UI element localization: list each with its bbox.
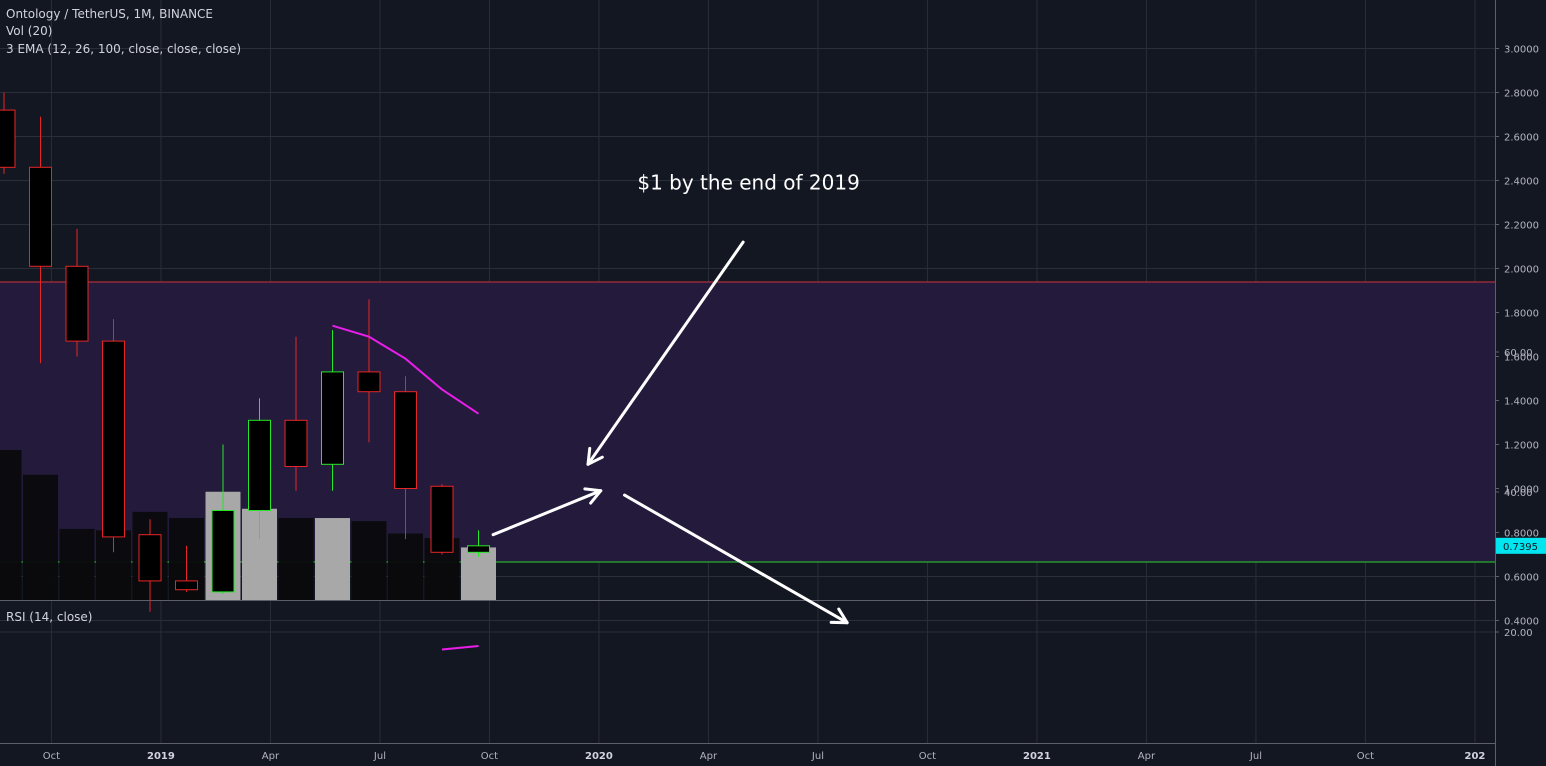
volume-bar xyxy=(315,518,350,600)
rsi-tick-label: 20.00 xyxy=(1504,628,1533,639)
arrow-shaft xyxy=(586,240,745,466)
price-tick-label: 2.2000 xyxy=(1504,221,1539,232)
volume-bar xyxy=(388,533,423,600)
symbol-legend[interactable]: Ontology / TetherUS, 1M, BINANCE xyxy=(6,7,214,21)
candle-body[interactable] xyxy=(65,265,89,342)
arrow-head xyxy=(829,607,849,625)
candle[interactable] xyxy=(248,398,271,540)
ema-line xyxy=(332,324,480,415)
arrow[interactable] xyxy=(623,493,849,625)
ema-polyline xyxy=(332,324,480,415)
volume-legend[interactable]: Vol (20) xyxy=(6,24,53,38)
time-tick-label: Oct xyxy=(481,751,498,762)
price-tick-label: 1.0000 xyxy=(1504,485,1539,496)
rsi-polyline xyxy=(441,645,479,651)
volume-bars xyxy=(0,450,496,600)
time-tick-label: Apr xyxy=(700,751,718,762)
rsi-line xyxy=(441,645,479,651)
candle-body[interactable] xyxy=(357,371,381,393)
price-badge xyxy=(1496,537,1546,554)
time-tick-label: Oct xyxy=(919,751,936,762)
time-tick-label: Jul xyxy=(373,751,386,762)
candle[interactable] xyxy=(467,530,490,557)
volume-bar xyxy=(0,450,22,600)
arrow[interactable] xyxy=(491,487,603,537)
price-tick-label: 0.4000 xyxy=(1504,617,1539,628)
time-tick-label: Jul xyxy=(811,751,824,762)
price-tick-label: 2.0000 xyxy=(1504,265,1539,276)
candle-body[interactable] xyxy=(138,534,162,582)
candle-body[interactable] xyxy=(29,166,52,267)
time-tick-label: Jul xyxy=(1249,751,1262,762)
price-tick-label: 1.4000 xyxy=(1504,397,1539,408)
candle-body[interactable] xyxy=(211,510,235,593)
volume-bar xyxy=(351,521,387,600)
time-tick-label: Oct xyxy=(43,751,60,762)
rsi-tick-label: 60.00 xyxy=(1504,348,1533,359)
candle-body[interactable] xyxy=(430,485,454,553)
price-tick-label: 3.0000 xyxy=(1504,45,1539,56)
time-tick-label: 202 xyxy=(1465,751,1486,762)
time-tick-label: 2020 xyxy=(585,751,613,762)
volume-bar xyxy=(59,528,95,600)
arrow-head xyxy=(583,487,603,505)
candle[interactable] xyxy=(394,376,417,540)
candle[interactable] xyxy=(65,228,89,357)
price-tick-label: 2.6000 xyxy=(1504,133,1539,144)
arrow-shaft xyxy=(623,493,849,625)
rsi-legend[interactable]: RSI (14, close) xyxy=(6,610,93,624)
candle-body[interactable] xyxy=(0,109,16,168)
time-tick-label: Apr xyxy=(262,751,280,762)
arrow-shaft xyxy=(491,489,603,537)
candle-body[interactable] xyxy=(321,371,344,465)
time-tick-label: 2019 xyxy=(147,751,175,762)
arrow[interactable] xyxy=(586,240,745,466)
candle[interactable] xyxy=(138,519,162,612)
candle[interactable] xyxy=(29,116,52,364)
price-tick-label: 0.8000 xyxy=(1504,529,1539,540)
price-tick-label: 2.4000 xyxy=(1504,177,1539,188)
candle[interactable] xyxy=(357,299,381,443)
ema-legend[interactable]: 3 EMA (12, 26, 100, close, close, close) xyxy=(6,42,242,56)
candle-body[interactable] xyxy=(175,580,198,591)
price-tick-label: 1.8000 xyxy=(1504,309,1539,320)
candle-body[interactable] xyxy=(394,391,417,490)
price-tick-label: 2.8000 xyxy=(1504,89,1539,100)
price-badge-group: 0.7395 xyxy=(1496,537,1546,554)
candle-body[interactable] xyxy=(102,340,125,538)
annotation-arrows[interactable] xyxy=(491,240,849,625)
price-badge-label: 0.7395 xyxy=(1503,542,1538,553)
price-tick-label: 1.2000 xyxy=(1504,441,1539,452)
candle[interactable] xyxy=(175,545,198,592)
time-tick-label: Oct xyxy=(1357,751,1374,762)
annotation-text[interactable]: $1 by the end of 2019 xyxy=(637,170,859,194)
candle[interactable] xyxy=(102,319,125,553)
candle[interactable] xyxy=(284,336,308,491)
volume-bar xyxy=(23,474,58,600)
candle-body[interactable] xyxy=(467,545,490,553)
candle-body[interactable] xyxy=(284,419,308,467)
time-tick-label: 2021 xyxy=(1023,751,1051,762)
candle-body[interactable] xyxy=(248,419,271,511)
rsi-tick-label: 40.00 xyxy=(1504,488,1533,499)
price-tick-label: 1.6000 xyxy=(1504,353,1539,364)
candle[interactable] xyxy=(211,444,235,595)
candle[interactable] xyxy=(321,330,344,491)
price-tick-label: 0.6000 xyxy=(1504,573,1539,584)
volume-bar xyxy=(278,518,314,600)
arrow-head xyxy=(586,446,604,466)
candlesticks[interactable] xyxy=(0,92,490,612)
time-tick-label: Apr xyxy=(1138,751,1156,762)
candle[interactable] xyxy=(430,484,454,555)
candle[interactable] xyxy=(0,92,16,174)
